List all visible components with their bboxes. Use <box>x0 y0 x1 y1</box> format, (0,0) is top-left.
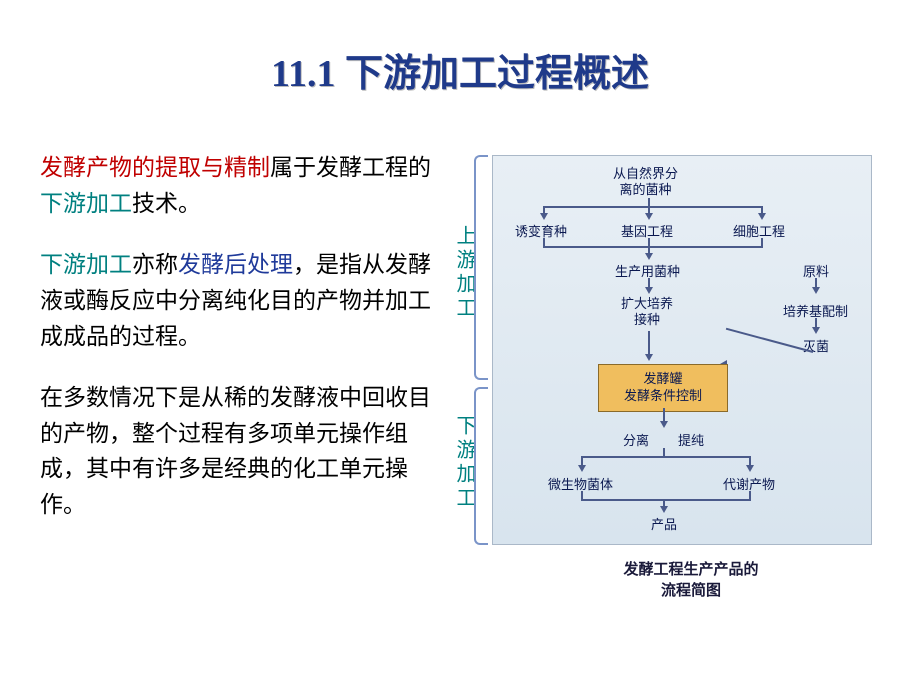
p2-seg3: 发酵后处理 <box>178 252 293 277</box>
n8a: 发酵罐 <box>643 371 682 386</box>
p1-seg3: 下游加工 <box>40 191 132 216</box>
n1b: 离的菌种 <box>620 182 672 197</box>
page-title: 11.1 下游加工过程概述 <box>0 0 920 97</box>
flowchart: 从自然界分 离的菌种 诱变育种 基因工程 细胞工程 生产用菌种 原料 扩大培养 … <box>492 155 872 545</box>
diagram-area: 上游加工 下游加工 从自然界分 离的菌种 诱变育种 基因工程 细胞工程 生产用菌… <box>480 155 890 601</box>
bracket-upper <box>474 155 488 380</box>
paragraph-1: 发酵产物的提取与精制属于发酵工程的下游加工技术。 <box>40 150 440 221</box>
n5b: 接种 <box>634 312 660 327</box>
caption-line1: 发酵工程生产产品的 <box>623 561 758 578</box>
bracket-lower <box>474 387 488 545</box>
text-content: 发酵产物的提取与精制属于发酵工程的下游加工技术。 下游加工亦称发酵后处理，是指从… <box>40 150 440 549</box>
node-mutation: 诱变育种 <box>515 221 567 240</box>
caption-line2: 流程简图 <box>661 582 721 599</box>
paragraph-3: 在多数情况下是从稀的发酵液中回收目的产物，整个过程有多项单元操作组成，其中有许多… <box>40 380 440 523</box>
p1-seg4: 技术。 <box>132 191 201 216</box>
node-gene: 基因工程 <box>621 221 673 240</box>
node-culture: 扩大培养 接种 <box>621 296 673 327</box>
box-fermenter: 发酵罐 发酵条件控制 <box>598 364 728 412</box>
n1a: 从自然界分 <box>613 166 678 181</box>
node-product: 产品 <box>651 514 677 533</box>
diagram-caption: 发酵工程生产产品的 流程简图 <box>492 559 890 601</box>
p2-seg1: 下游加工 <box>40 252 132 277</box>
node-sterilize: 灭菌 <box>803 336 829 355</box>
p2-seg2: 亦称 <box>132 252 178 277</box>
node-separate: 分离 <box>623 430 649 449</box>
paragraph-2: 下游加工亦称发酵后处理，是指从发酵液或酶反应中分离纯化目的产物并加工成成品的过程… <box>40 247 440 354</box>
n5a: 扩大培养 <box>621 296 673 311</box>
p1-seg1: 发酵产物的提取与精制 <box>40 155 270 180</box>
p1-seg2: 属于发酵工程的 <box>270 155 431 180</box>
node-source: 从自然界分 离的菌种 <box>613 166 678 197</box>
n8b: 发酵条件控制 <box>624 388 702 403</box>
node-purify: 提纯 <box>678 430 704 449</box>
node-cell: 细胞工程 <box>733 221 785 240</box>
